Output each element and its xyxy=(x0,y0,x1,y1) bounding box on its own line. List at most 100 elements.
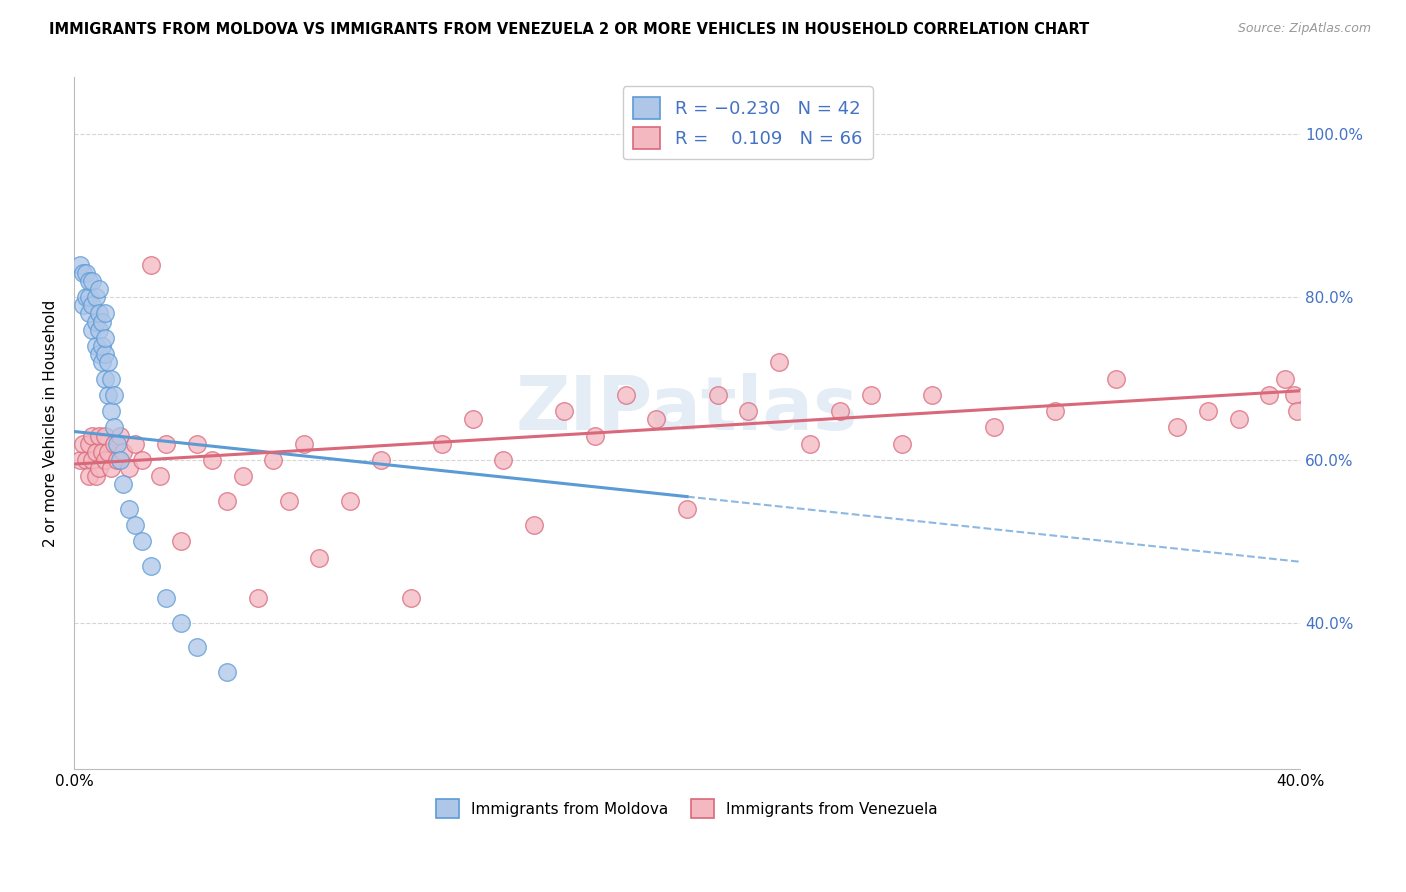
Point xyxy=(155,591,177,606)
Point xyxy=(124,518,146,533)
Point xyxy=(830,404,852,418)
Point xyxy=(75,453,97,467)
Point xyxy=(97,388,120,402)
Point xyxy=(799,436,821,450)
Point xyxy=(232,469,254,483)
Point xyxy=(1274,371,1296,385)
Point xyxy=(430,436,453,450)
Point xyxy=(97,445,120,459)
Point xyxy=(1166,420,1188,434)
Point xyxy=(105,436,128,450)
Point xyxy=(93,306,115,320)
Point xyxy=(155,436,177,450)
Point xyxy=(93,331,115,345)
Point xyxy=(72,266,94,280)
Point xyxy=(262,453,284,467)
Point xyxy=(124,436,146,450)
Point xyxy=(277,493,299,508)
Text: IMMIGRANTS FROM MOLDOVA VS IMMIGRANTS FROM VENEZUELA 2 OR MORE VEHICLES IN HOUSE: IMMIGRANTS FROM MOLDOVA VS IMMIGRANTS FR… xyxy=(49,22,1090,37)
Point xyxy=(75,266,97,280)
Point xyxy=(87,282,110,296)
Point xyxy=(93,371,115,385)
Point xyxy=(108,428,131,442)
Point xyxy=(1285,404,1308,418)
Point xyxy=(87,347,110,361)
Point xyxy=(93,347,115,361)
Point xyxy=(90,355,112,369)
Point xyxy=(246,591,269,606)
Point xyxy=(186,436,208,450)
Point xyxy=(105,453,128,467)
Point xyxy=(84,339,107,353)
Point xyxy=(131,453,153,467)
Point xyxy=(399,591,422,606)
Point xyxy=(79,274,101,288)
Point xyxy=(79,469,101,483)
Text: ZIPatlas: ZIPatlas xyxy=(516,373,859,446)
Point xyxy=(676,501,699,516)
Point xyxy=(768,355,790,369)
Point xyxy=(859,388,882,402)
Point xyxy=(131,534,153,549)
Point xyxy=(79,436,101,450)
Point xyxy=(170,534,193,549)
Point xyxy=(108,453,131,467)
Point xyxy=(87,323,110,337)
Point xyxy=(82,453,104,467)
Point xyxy=(87,428,110,442)
Point xyxy=(1282,388,1305,402)
Point xyxy=(523,518,546,533)
Point xyxy=(139,258,162,272)
Point xyxy=(737,404,759,418)
Point xyxy=(118,461,141,475)
Point xyxy=(890,436,912,450)
Point xyxy=(370,453,392,467)
Point xyxy=(139,558,162,573)
Point xyxy=(217,493,239,508)
Point xyxy=(983,420,1005,434)
Point xyxy=(103,388,125,402)
Point xyxy=(93,453,115,467)
Point xyxy=(82,323,104,337)
Point xyxy=(69,258,91,272)
Point xyxy=(87,461,110,475)
Point xyxy=(82,298,104,312)
Point xyxy=(118,501,141,516)
Point xyxy=(75,290,97,304)
Point xyxy=(217,665,239,679)
Point xyxy=(149,469,172,483)
Point xyxy=(614,388,637,402)
Point xyxy=(93,428,115,442)
Point xyxy=(583,428,606,442)
Point xyxy=(645,412,668,426)
Point xyxy=(82,274,104,288)
Point xyxy=(90,315,112,329)
Point xyxy=(97,355,120,369)
Point xyxy=(112,477,135,491)
Point xyxy=(1043,404,1066,418)
Point xyxy=(84,290,107,304)
Point xyxy=(87,306,110,320)
Point xyxy=(69,453,91,467)
Point xyxy=(100,461,122,475)
Point xyxy=(170,615,193,630)
Point xyxy=(100,371,122,385)
Point xyxy=(492,453,515,467)
Point xyxy=(339,493,361,508)
Point xyxy=(706,388,728,402)
Point xyxy=(103,420,125,434)
Legend: Immigrants from Moldova, Immigrants from Venezuela: Immigrants from Moldova, Immigrants from… xyxy=(430,793,945,824)
Point xyxy=(1227,412,1250,426)
Text: Source: ZipAtlas.com: Source: ZipAtlas.com xyxy=(1237,22,1371,36)
Point xyxy=(201,453,224,467)
Point xyxy=(112,445,135,459)
Point xyxy=(72,298,94,312)
Point xyxy=(553,404,575,418)
Point xyxy=(1105,371,1128,385)
Point xyxy=(84,445,107,459)
Y-axis label: 2 or more Vehicles in Household: 2 or more Vehicles in Household xyxy=(44,300,58,547)
Point xyxy=(84,469,107,483)
Point xyxy=(84,315,107,329)
Point xyxy=(461,412,484,426)
Point xyxy=(72,436,94,450)
